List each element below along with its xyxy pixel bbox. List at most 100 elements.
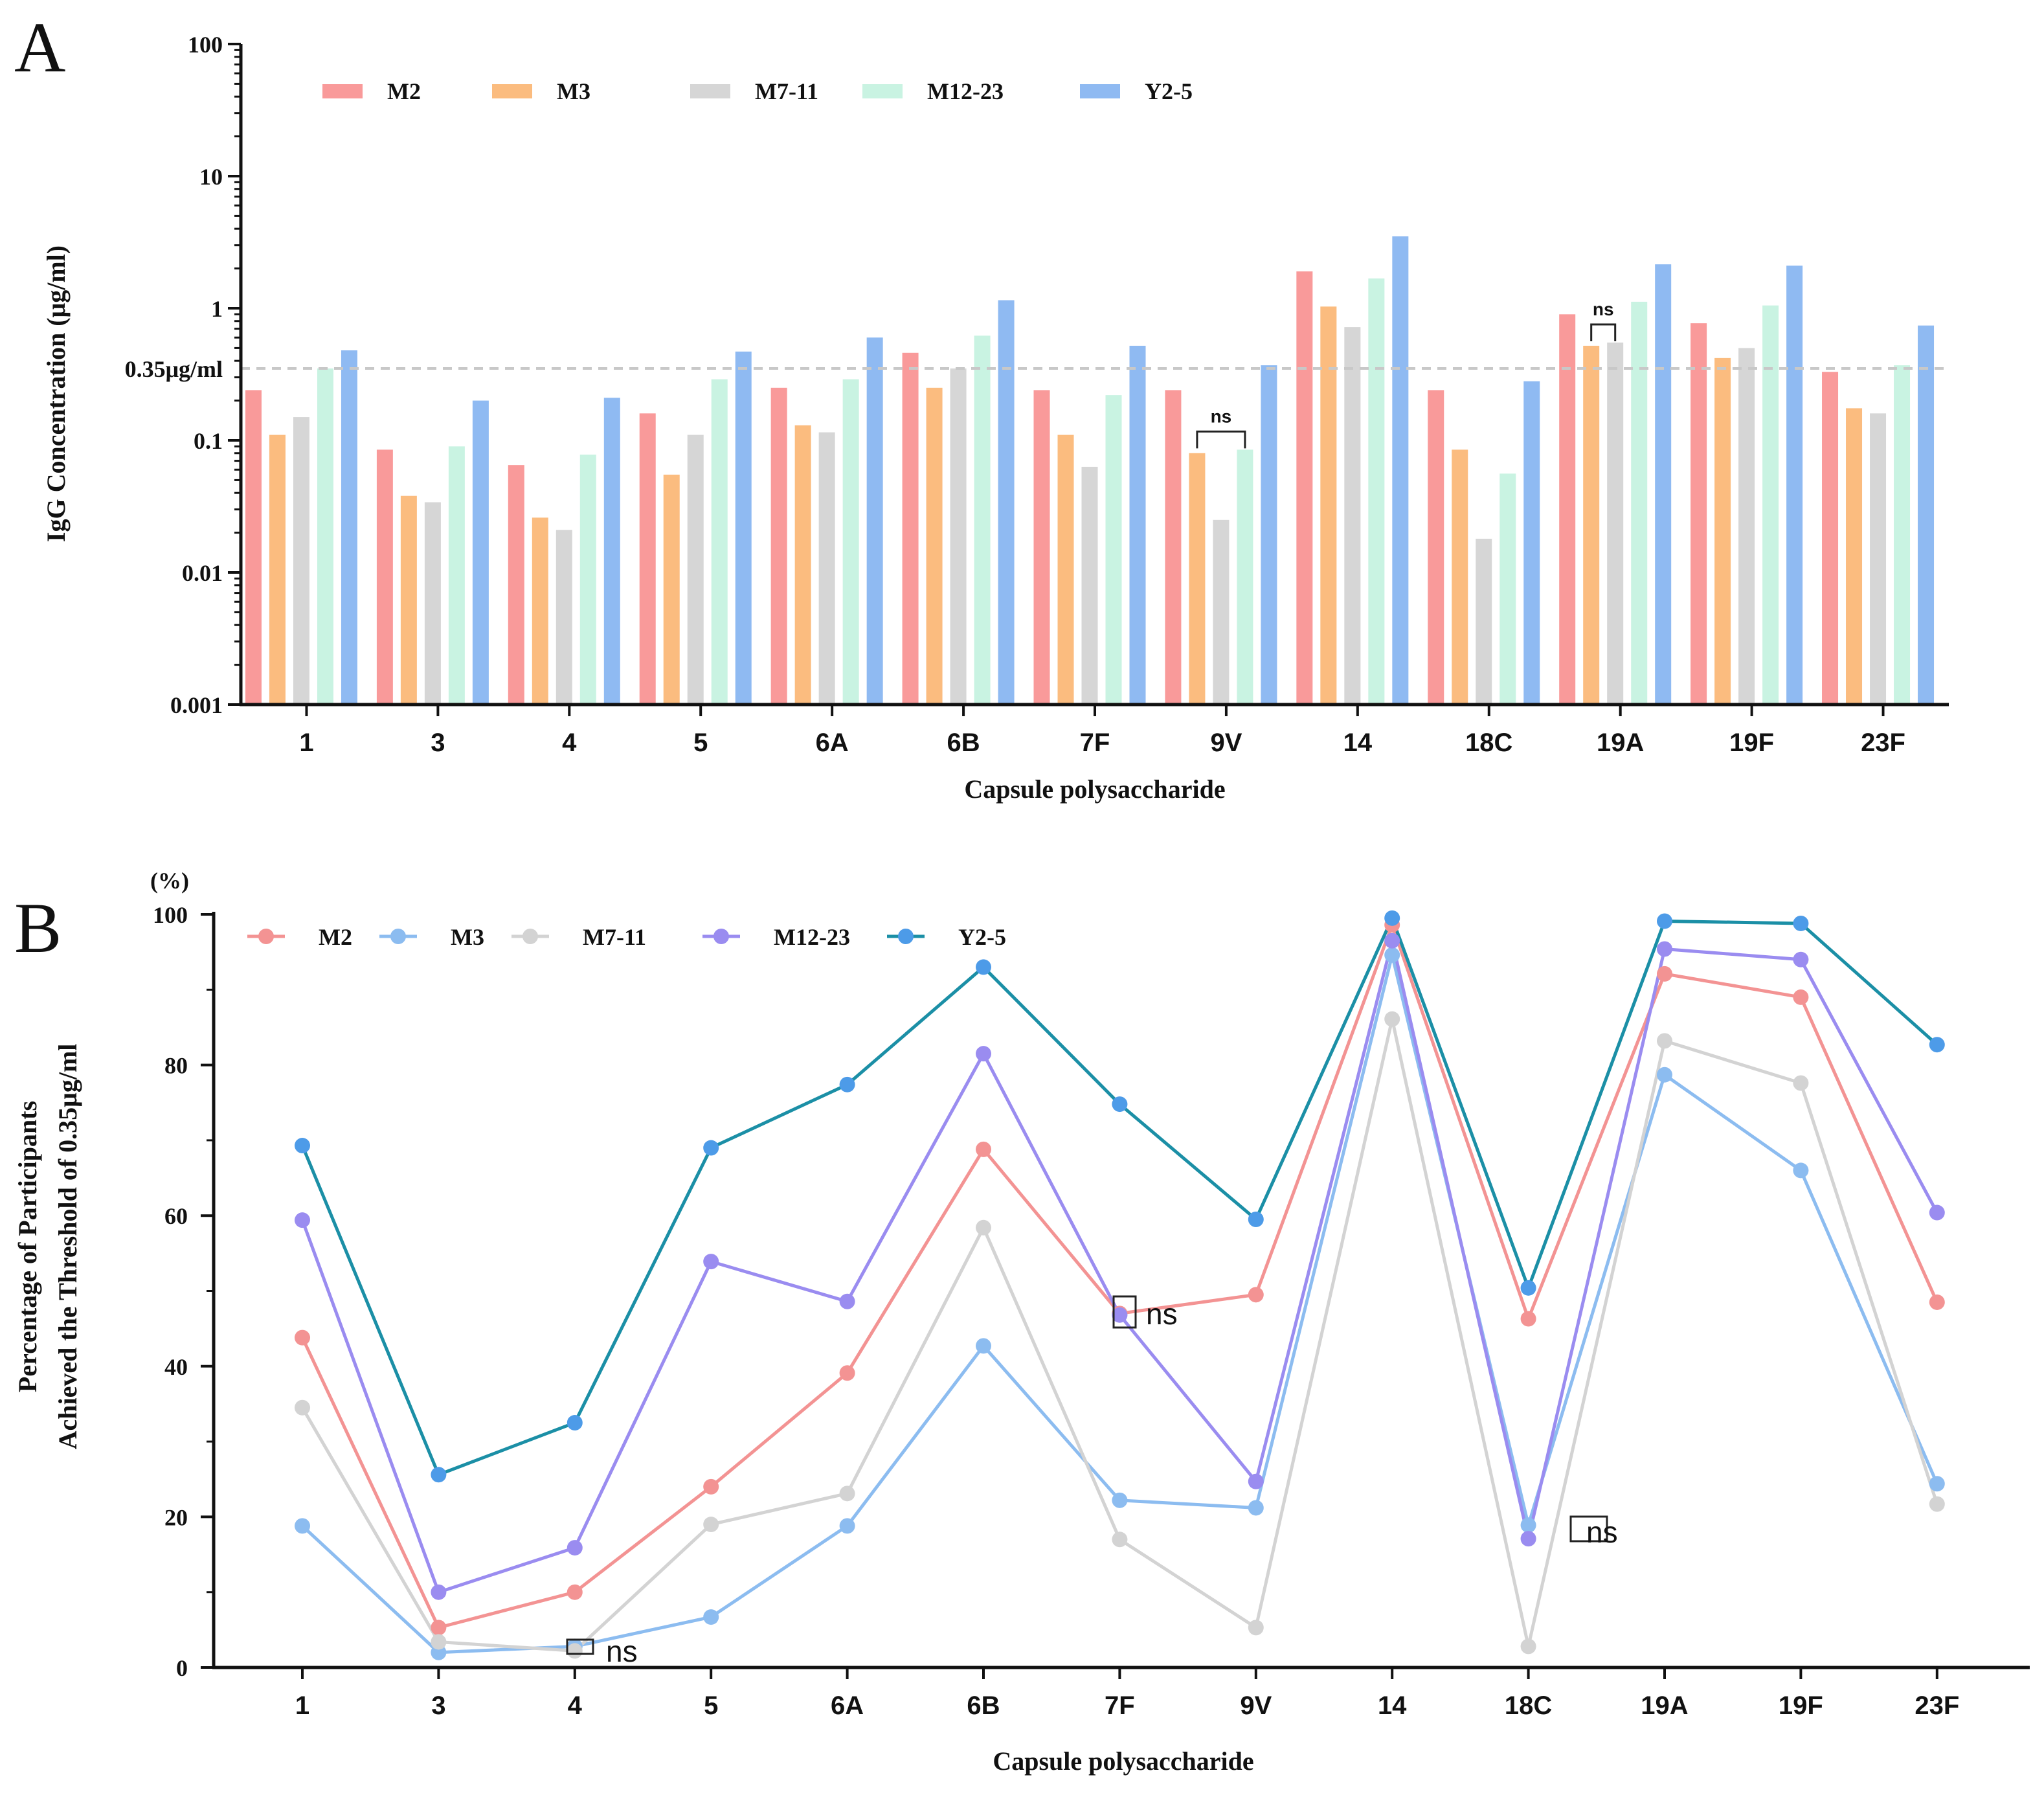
bar-m3-4	[532, 517, 548, 705]
bar-m3-18c	[1452, 449, 1468, 705]
bar-y2-5-3	[472, 400, 489, 705]
point-m3-19f	[1793, 1162, 1809, 1179]
bar-m7-11-23f	[1870, 413, 1887, 705]
bar-m12-23-23f	[1894, 365, 1911, 705]
legend-swatch-m2	[322, 84, 363, 98]
x-tick-label-19f: 19F	[1779, 1691, 1823, 1720]
bar-y2-5-23f	[1918, 325, 1935, 705]
point-y2-5-6b	[976, 959, 991, 975]
point-m7-11-6a	[839, 1486, 855, 1502]
x-tick-label-7f: 7F	[1105, 1691, 1135, 1720]
x-tick-label-7f: 7F	[1080, 729, 1110, 757]
x-tick-label-14: 14	[1343, 729, 1373, 757]
point-m7-11-4	[567, 1643, 583, 1659]
point-m3-1	[295, 1518, 310, 1534]
legend-label-y2-5: Y2-5	[1145, 78, 1193, 104]
x-tick-label-4: 4	[562, 729, 577, 757]
ns-label: ns	[606, 1634, 638, 1668]
point-m2-3	[431, 1620, 447, 1636]
bar-m12-23-7f	[1105, 395, 1122, 705]
bar-y2-5-19a	[1655, 264, 1672, 705]
point-m2-5	[703, 1478, 719, 1495]
bar-y2-5-5	[735, 351, 752, 705]
point-m2-19a	[1657, 966, 1672, 982]
ns-label: ns	[1211, 406, 1232, 426]
x-tick-label-19f: 19F	[1729, 729, 1774, 757]
point-m2-4	[567, 1584, 583, 1600]
y-axis-title: IgG Concentration (μg/ml)	[41, 245, 71, 542]
point-m3-23f	[1929, 1476, 1945, 1492]
point-m7-11-9v	[1248, 1620, 1264, 1636]
ns-label: ns	[1593, 299, 1614, 319]
y-tick-label: 0.001	[170, 692, 223, 718]
bar-y2-5-19f	[1786, 266, 1803, 705]
bar-m12-23-1	[317, 368, 333, 705]
x-tick-label-6b: 6B	[967, 1691, 1000, 1720]
bar-m2-7f	[1033, 390, 1050, 705]
x-tick-label-4: 4	[568, 1691, 583, 1720]
y-tick-label: 80	[164, 1053, 188, 1079]
point-y2-5-7f	[1112, 1096, 1128, 1113]
x-axis-title: Capsule polysaccharide	[964, 774, 1225, 804]
legend-swatch-m7-11	[690, 84, 730, 98]
bar-m12-23-18c	[1499, 473, 1516, 705]
point-y2-5-4	[567, 1415, 583, 1431]
point-m3-19a	[1657, 1067, 1672, 1083]
x-tick-label-18c: 18C	[1505, 1691, 1552, 1720]
legend-swatch-m12-23	[862, 84, 903, 98]
bar-y2-5-7f	[1129, 345, 1146, 705]
point-y2-5-6a	[839, 1076, 855, 1092]
x-tick-label-1: 1	[295, 1691, 309, 1720]
panel-b-line-chart: 0 20 40 60 80 100 (%) 1 3 4 5 6A 6B 7F 9V 14 18C 19A 19F 23…	[13, 868, 2030, 1776]
legend-swatch-y2-5	[1080, 84, 1120, 98]
bar-m7-11-7f	[1081, 466, 1098, 705]
bar-m12-23-19f	[1762, 305, 1779, 705]
x-tick-label-5: 5	[704, 1691, 718, 1720]
point-y2-5-14	[1384, 910, 1400, 926]
bar-m2-1	[245, 390, 262, 705]
bar-m12-23-19a	[1631, 301, 1648, 705]
point-m2-6b	[976, 1141, 991, 1157]
bar-m12-23-5	[711, 379, 728, 705]
point-m3-7f	[1112, 1492, 1128, 1508]
point-m12-23-19f	[1793, 951, 1809, 967]
point-m2-1	[295, 1329, 310, 1346]
point-y2-5-19a	[1657, 913, 1672, 929]
point-y2-5-5	[703, 1140, 719, 1156]
point-m7-11-6b	[976, 1219, 991, 1236]
legend-label-m12-23: M12-23	[774, 924, 850, 950]
point-m7-11-3	[431, 1634, 447, 1650]
y-axis-title-line-1: Percentage of Participants	[13, 1101, 42, 1392]
x-axis-title: Capsule polysaccharide	[993, 1746, 1253, 1776]
bar-y2-5-9v	[1261, 365, 1277, 705]
y-axis-title-line-2: Achieved the Threshold of 0.35μg/ml	[53, 1044, 82, 1450]
legend-marker-m12-23	[713, 929, 729, 944]
point-m12-23-19a	[1657, 941, 1672, 957]
legend-marker-y2-5	[898, 929, 914, 944]
y-tick-label: 20	[164, 1504, 188, 1530]
bar-m2-19f	[1690, 323, 1707, 705]
point-m7-11-5	[703, 1517, 719, 1533]
ns-bracket	[1590, 323, 1617, 341]
y-tick-label: 40	[164, 1354, 188, 1380]
legend-marker-m7-11	[522, 929, 538, 944]
x-tick-label-14: 14	[1378, 1691, 1407, 1720]
point-y2-5-1	[295, 1138, 310, 1154]
point-y2-5-3	[431, 1467, 447, 1483]
bar-m2-19a	[1559, 314, 1576, 705]
bar-y2-5-18c	[1523, 381, 1540, 705]
panel-b-letter: B	[14, 888, 62, 967]
x-tick-label-9v: 9V	[1210, 729, 1242, 757]
bar-m7-11-4	[556, 530, 572, 705]
x-tick-label-23f: 23F	[1915, 1691, 1959, 1720]
panel-a-letter: A	[14, 8, 65, 87]
bar-m3-1	[269, 435, 286, 705]
bar-y2-5-1	[341, 350, 357, 705]
bar-m2-5	[639, 413, 656, 705]
point-m7-11-23f	[1929, 1496, 1945, 1512]
y-tick-label: 0.1	[194, 428, 223, 454]
x-tick-label-9v: 9V	[1240, 1691, 1272, 1720]
point-m7-11-19a	[1657, 1033, 1672, 1049]
y-tick-label: 10	[199, 164, 223, 190]
point-m12-23-18c	[1520, 1531, 1536, 1547]
